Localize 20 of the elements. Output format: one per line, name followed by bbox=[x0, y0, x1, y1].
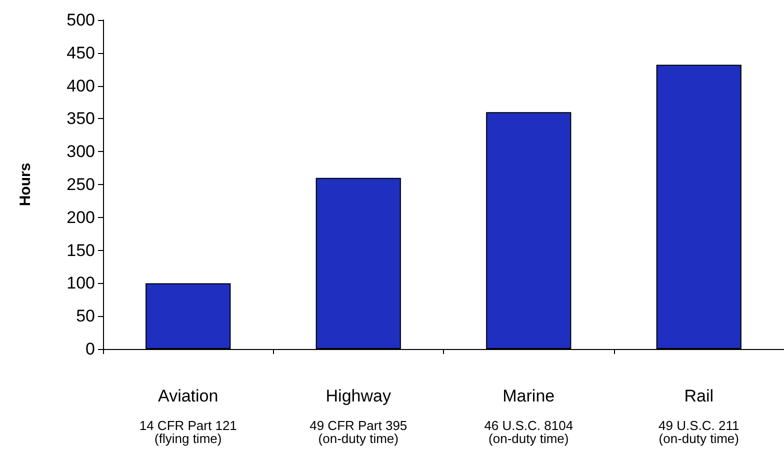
y-tick-label: 150 bbox=[66, 240, 95, 260]
y-tick-label: 0 bbox=[86, 340, 95, 358]
x-tick-label: Aviation bbox=[158, 386, 218, 406]
text: 14 CFR Part 121 (flying time) bbox=[139, 418, 237, 446]
text: 49 CFR Part 395 (on-duty time) bbox=[310, 418, 408, 446]
y-tick-label: 450 bbox=[66, 43, 95, 62]
y-tick-label: 100 bbox=[66, 274, 95, 293]
y-tick-label: 200 bbox=[66, 208, 95, 227]
x-tick-label: Rail bbox=[684, 386, 714, 406]
y-tick-label: 250 bbox=[66, 175, 95, 194]
x-tick-label: Marine bbox=[502, 386, 555, 406]
y-tick-label: 350 bbox=[66, 109, 95, 128]
text: 46 U.S.C. 8104 (on-duty time) bbox=[484, 418, 574, 446]
x-tick-label: Highway bbox=[326, 386, 392, 406]
y-axis-title: Hours bbox=[17, 162, 34, 206]
text: 49 U.S.C. 211 (on-duty time) bbox=[658, 418, 740, 446]
y-tick-label: 500 bbox=[66, 10, 95, 30]
y-tick-label: 50 bbox=[76, 306, 95, 326]
y-tick-label: 400 bbox=[66, 76, 95, 96]
y-tick-label: 300 bbox=[66, 142, 95, 162]
